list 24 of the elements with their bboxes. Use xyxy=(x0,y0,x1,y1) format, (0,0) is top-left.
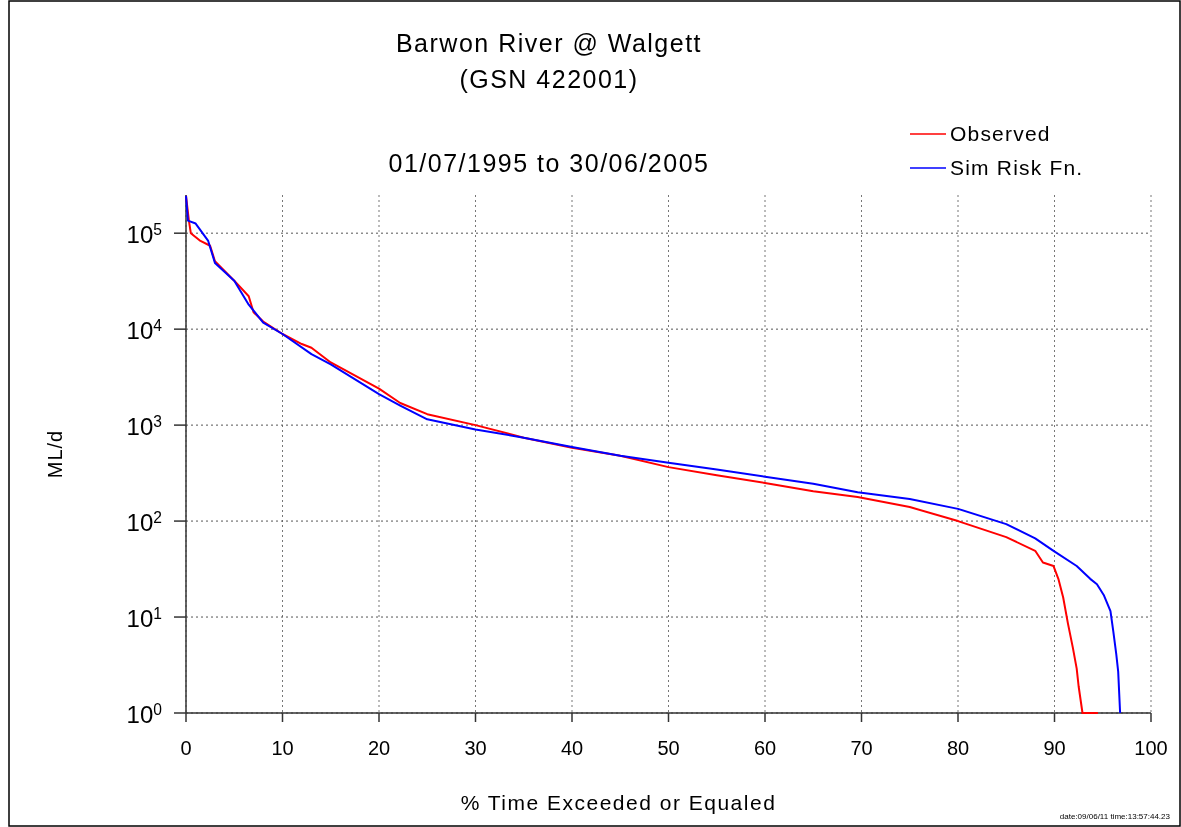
x-tick-label: 30 xyxy=(464,737,487,759)
x-tick-label: 40 xyxy=(560,737,584,759)
x-tick-label: 70 xyxy=(850,737,873,759)
y-tick-label: 10$^{5}$ xyxy=(126,220,163,249)
y-tick-label: 10$^{2}$ xyxy=(126,508,162,537)
x-tick-label: 100 xyxy=(1134,737,1168,759)
legend-label: Sim Risk Fn. xyxy=(950,156,1084,179)
chart-subtitle: 01/07/1995 to 30/06/2005 xyxy=(388,149,710,177)
x-tick-label: 10 xyxy=(271,737,294,759)
x-tick-label: 60 xyxy=(753,737,777,759)
y-tick-label: 10$^{1}$ xyxy=(126,604,162,633)
y-axis-title: ML/d xyxy=(44,429,66,479)
x-tick-label: 90 xyxy=(1043,737,1066,759)
y-tick-label: 10$^{4}$ xyxy=(126,316,163,345)
x-tick-label: 20 xyxy=(367,737,391,759)
x-tick-label: 0 xyxy=(180,737,192,759)
x-tick-label: 80 xyxy=(946,737,970,759)
y-tick-label: 10$^{3}$ xyxy=(126,412,162,441)
text: date:09/06/11 time:13:57:44.23 xyxy=(1059,812,1171,821)
chart-title: Barwon River @ Walgett (GSN 422001) xyxy=(395,29,703,93)
y-tick-label: 10$^{0}$ xyxy=(126,700,163,728)
legend-label: Observed xyxy=(950,122,1051,145)
x-tick-label: 50 xyxy=(657,737,680,759)
x-axis-title: % Time Exceeded or Equaled xyxy=(460,791,777,814)
